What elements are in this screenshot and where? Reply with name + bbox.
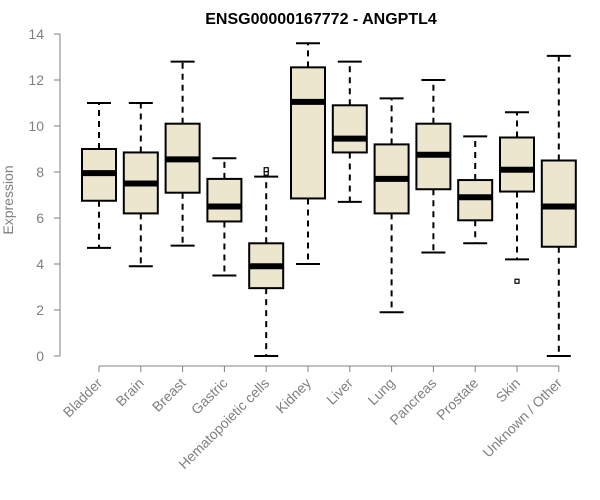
y-tick-label: 4: [36, 256, 44, 272]
box-brain: [122, 102, 159, 268]
y-tick-label: 2: [36, 302, 44, 318]
iqr-box: [206, 177, 243, 223]
chart-title: ENSG00000167772 - ANGPTL4: [205, 11, 437, 28]
x-tick-label: Brain: [112, 375, 146, 409]
x-tick-label: Skin: [493, 375, 524, 406]
box-gastric: [206, 157, 243, 277]
box-skin: [499, 111, 535, 284]
box-pancreas: [415, 79, 452, 254]
y-tick-label: 14: [28, 26, 44, 42]
box-hematopoietic-cells: [248, 167, 285, 357]
y-tick-label: 0: [36, 348, 44, 364]
box-breast: [164, 60, 201, 247]
box-bladder: [81, 102, 117, 249]
iqr-box: [290, 66, 326, 200]
y-tick-label: 8: [36, 164, 44, 180]
box-kidney: [290, 42, 326, 265]
y-tick-label: 12: [28, 72, 44, 88]
box-lung: [373, 97, 410, 314]
box-liver: [331, 60, 368, 203]
x-tick-label: Prostate: [433, 375, 481, 423]
y-axis-label: Expression: [0, 165, 16, 234]
boxes-group: [81, 42, 577, 357]
y-tick-label: 10: [28, 118, 44, 134]
box-unknown-other: [540, 54, 577, 357]
y-axis: 0 2 4 6 8 10 12 14: [28, 26, 61, 364]
iqr-box: [499, 136, 535, 193]
x-tick-label: Liver: [323, 375, 356, 408]
x-tick-label: Unknown / Other: [479, 375, 565, 461]
outlier-point: [514, 278, 520, 284]
x-tick-label: Breast: [149, 375, 189, 415]
y-tick-label: 6: [36, 210, 44, 226]
x-tick-label: Kidney: [273, 375, 315, 417]
iqr-box: [331, 104, 368, 154]
box-prostate: [457, 135, 494, 245]
outlier-point: [263, 167, 269, 173]
x-tick-label: Bladder: [60, 375, 106, 421]
x-tick-label: Lung: [364, 375, 397, 408]
